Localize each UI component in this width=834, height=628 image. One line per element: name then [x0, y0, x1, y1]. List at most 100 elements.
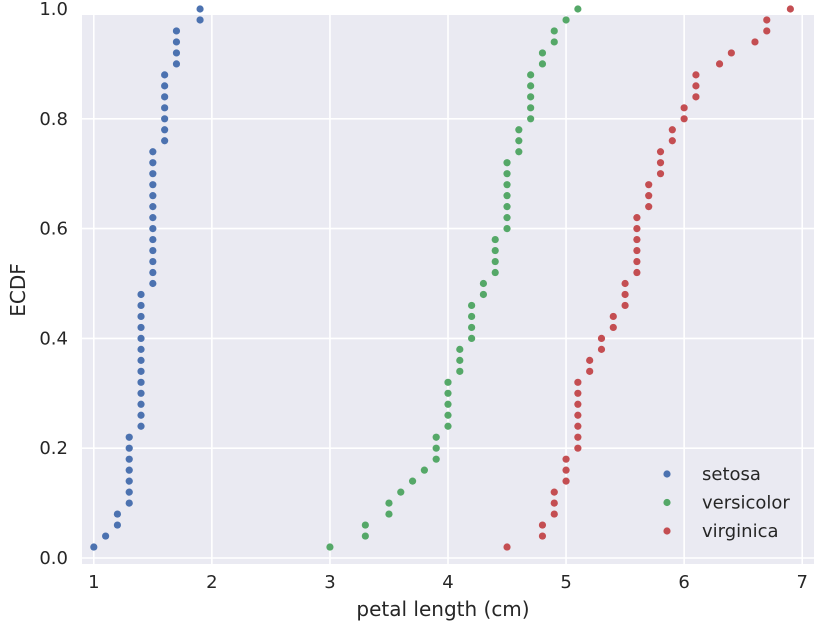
data-point [137, 422, 145, 430]
data-point [468, 312, 476, 321]
y-axis-label: ECDF [6, 263, 30, 317]
data-point [361, 532, 369, 540]
data-point [149, 246, 157, 255]
x-tick-label: 4 [442, 572, 453, 593]
data-point [326, 543, 334, 551]
data-point [137, 356, 145, 364]
data-point [633, 257, 641, 266]
y-tick-label: 1.0 [39, 0, 68, 20]
data-point [574, 389, 582, 397]
data-point [468, 334, 476, 342]
data-point [715, 60, 724, 68]
data-point [621, 290, 629, 299]
data-point [444, 422, 452, 430]
data-point [161, 137, 169, 145]
data-point [137, 345, 145, 353]
data-point [149, 279, 157, 288]
data-point [527, 104, 535, 112]
data-point [149, 148, 157, 156]
data-point [444, 400, 452, 408]
x-tick-label: 1 [88, 572, 99, 593]
data-point [609, 312, 617, 321]
data-point [633, 268, 641, 277]
data-point [137, 411, 145, 419]
data-point [149, 214, 157, 222]
data-point [125, 499, 133, 507]
data-point [161, 104, 169, 112]
data-point [444, 389, 452, 397]
data-point [444, 411, 452, 419]
legend-item-setosa: setosa [663, 464, 761, 485]
data-point [125, 488, 133, 496]
legend-item-versicolor: versicolor [663, 493, 790, 514]
data-point [621, 279, 629, 288]
legend-label: virginica [702, 521, 779, 542]
data-point [125, 455, 133, 463]
x-axis-ticks: 1 2 3 4 5 6 7 [88, 572, 808, 593]
data-point [149, 203, 157, 211]
data-point [161, 71, 169, 79]
data-point [527, 115, 535, 123]
data-point [550, 27, 558, 35]
data-point [503, 192, 511, 200]
data-point [515, 148, 523, 156]
data-point [515, 126, 523, 134]
data-point [149, 181, 157, 189]
data-point [113, 510, 122, 518]
y-tick-label: 0.0 [39, 548, 68, 569]
data-point [538, 521, 547, 529]
data-point [574, 422, 582, 430]
data-point [645, 192, 653, 200]
data-point [444, 378, 452, 386]
series-versicolor [326, 5, 582, 551]
data-point [692, 82, 700, 90]
data-point [137, 400, 145, 408]
legend-marker [663, 498, 671, 507]
data-point [515, 137, 523, 145]
x-tick-label: 5 [560, 572, 571, 593]
data-point [385, 510, 393, 518]
data-point [550, 499, 558, 507]
data-point [633, 225, 641, 233]
data-point [503, 170, 511, 178]
data-point [503, 543, 511, 551]
data-point [645, 203, 653, 211]
x-tick-label: 7 [796, 572, 807, 593]
data-point [149, 170, 157, 178]
data-point [420, 466, 428, 474]
data-point [491, 246, 499, 255]
data-point [149, 257, 157, 266]
data-point [538, 532, 547, 540]
data-point [692, 93, 700, 101]
data-point [432, 444, 440, 452]
legend-item-virginica: virginica [663, 521, 779, 542]
grid-lines [82, 8, 814, 564]
data-point [468, 301, 476, 310]
data-point [137, 334, 145, 342]
data-point [125, 433, 133, 441]
series-setosa [90, 5, 204, 551]
data-point [633, 235, 641, 244]
y-tick-label: 0.8 [39, 109, 68, 130]
data-point [491, 235, 499, 244]
data-point [538, 60, 547, 68]
data-point [125, 444, 133, 452]
data-point [656, 148, 665, 156]
y-tick-label: 0.6 [39, 219, 68, 240]
y-tick-label: 0.4 [39, 328, 68, 349]
data-point [656, 170, 665, 178]
data-point [161, 93, 169, 101]
data-point [503, 203, 511, 211]
data-point [609, 323, 617, 332]
data-point [125, 477, 133, 485]
data-point [586, 356, 594, 364]
legend-label: setosa [702, 464, 761, 485]
data-point [597, 334, 606, 342]
data-point [527, 71, 535, 79]
data-point [562, 455, 570, 463]
data-point [149, 192, 157, 200]
data-point [113, 521, 122, 529]
data-point [385, 499, 393, 507]
data-point [562, 477, 570, 485]
